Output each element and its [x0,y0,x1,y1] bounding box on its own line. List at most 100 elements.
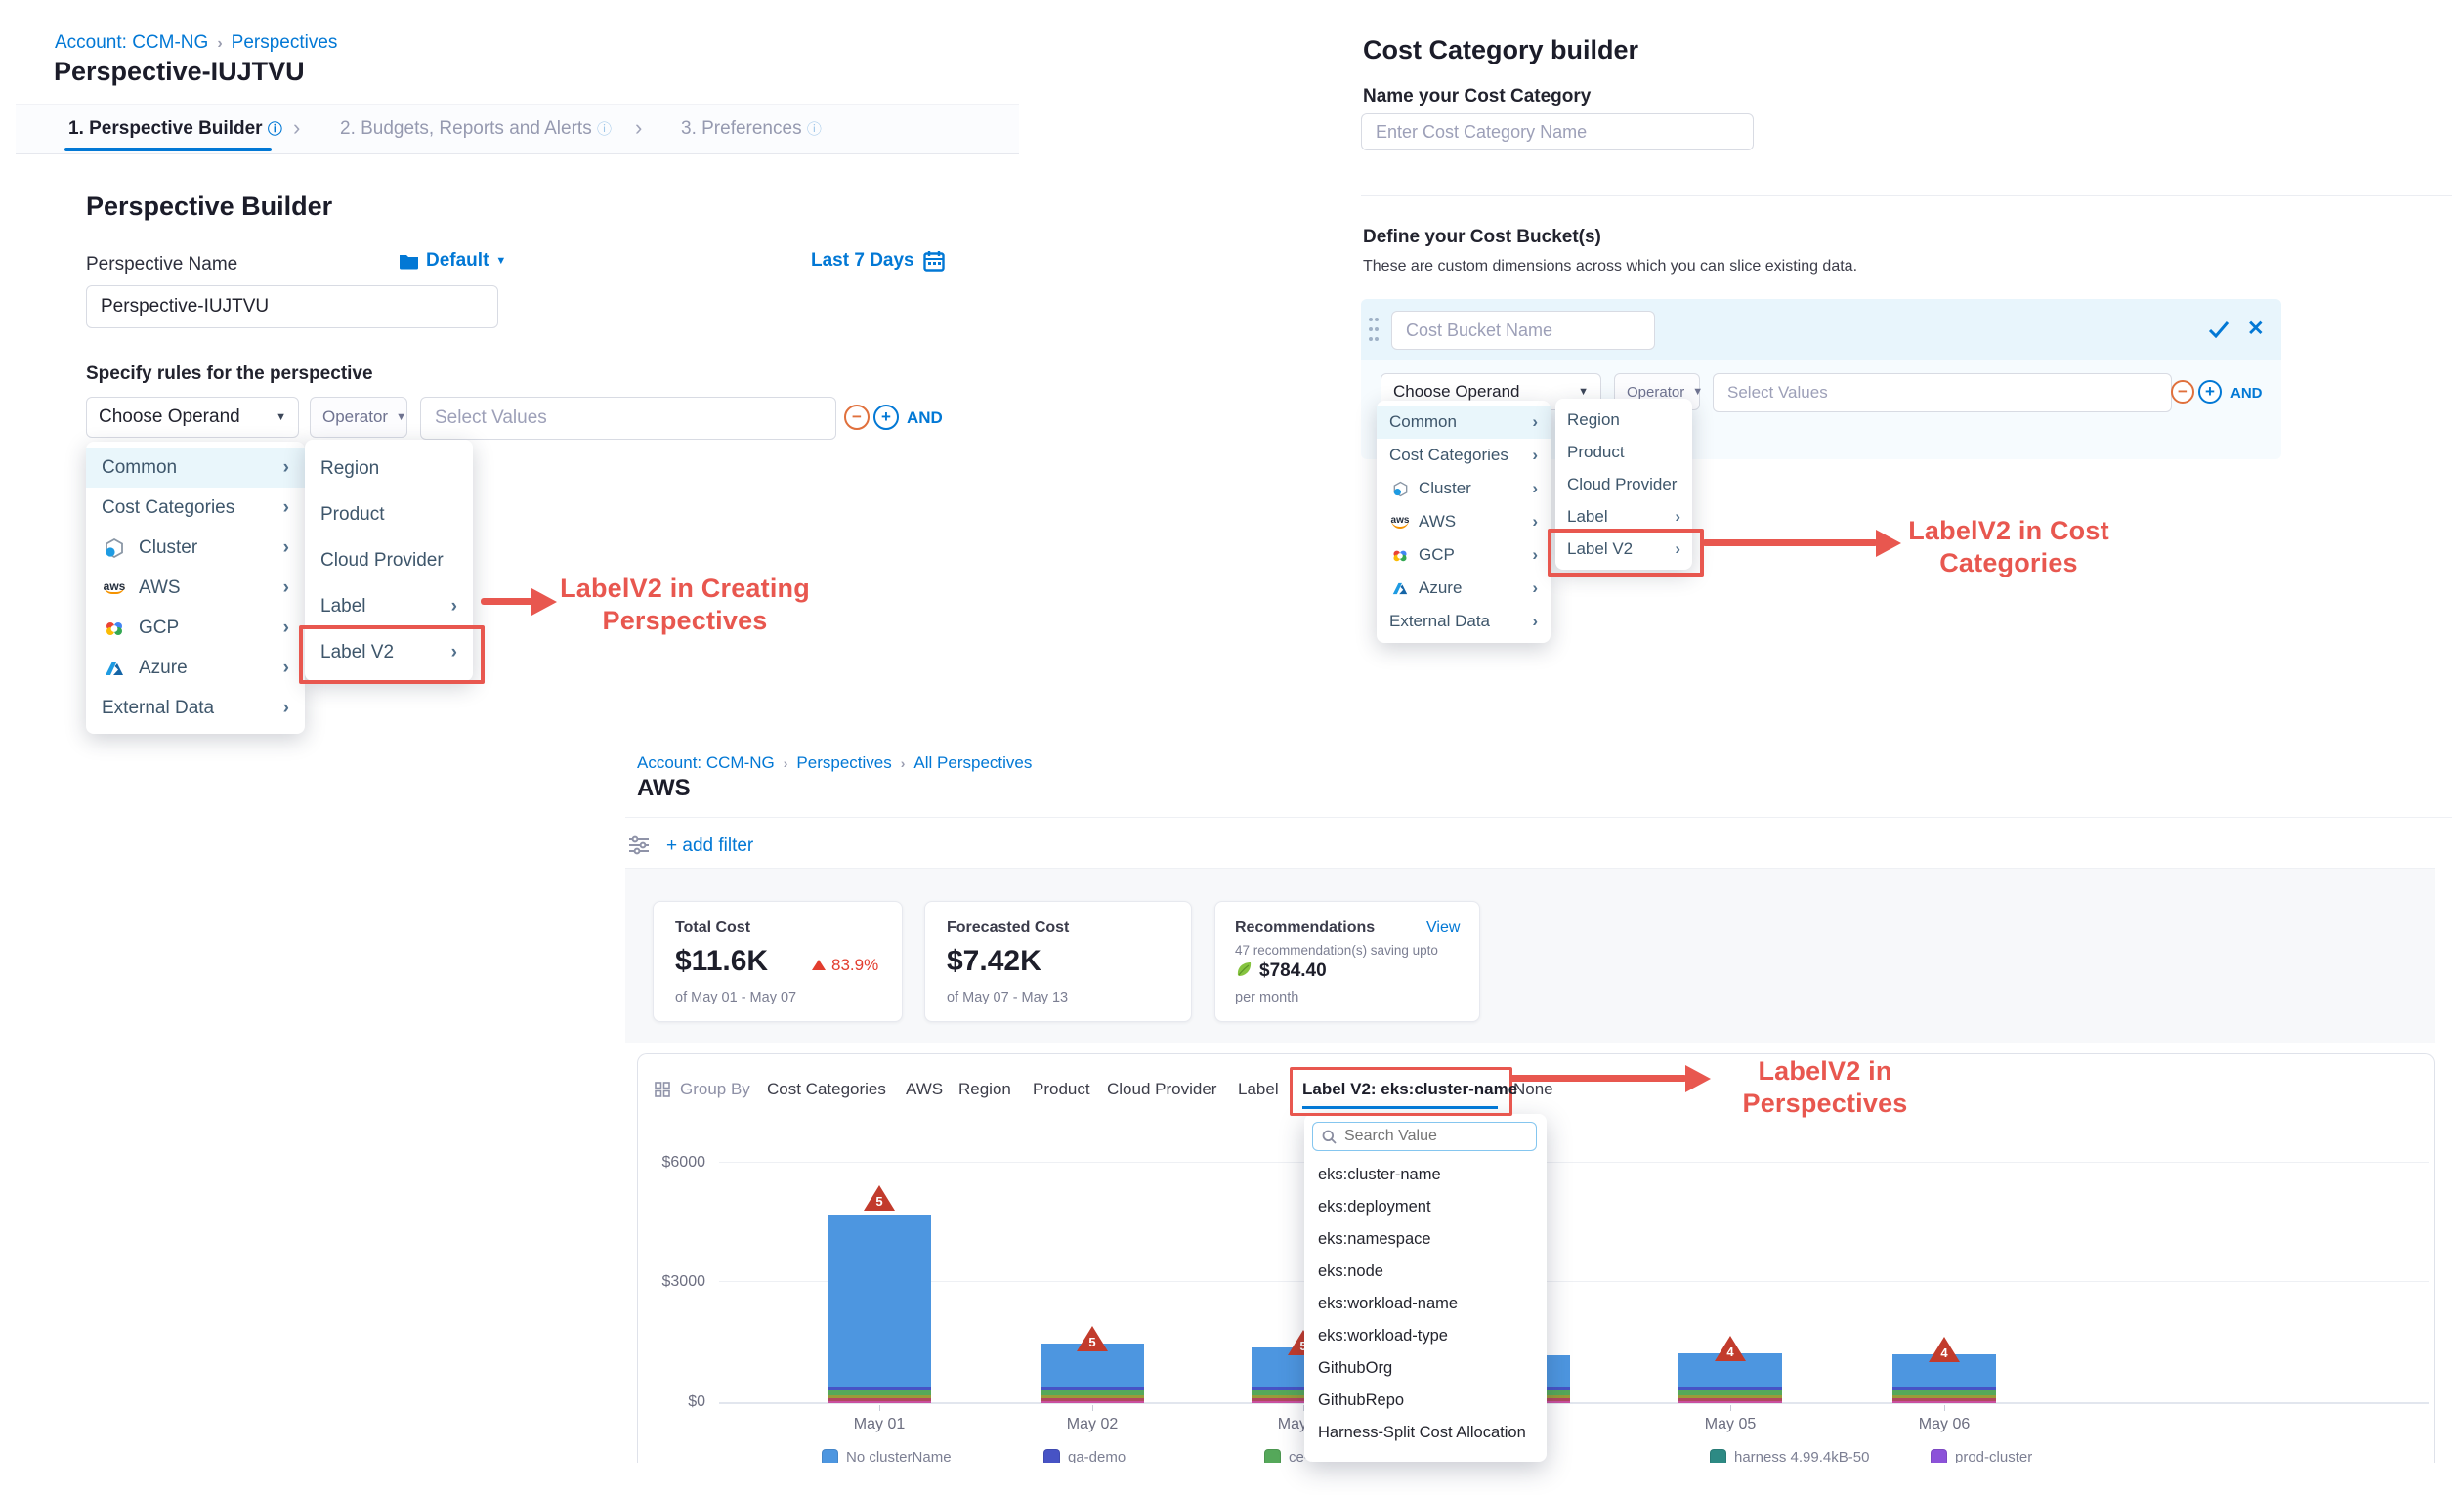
annotation-arrowhead [531,588,557,616]
chevron-right-icon: › [282,697,289,718]
submenu-item-label-v2[interactable]: Label V2 › [320,641,457,662]
confirm-check-icon[interactable] [2208,320,2230,338]
close-icon[interactable]: ✕ [2247,318,2265,340]
perspective-name-input[interactable] [86,285,498,328]
anomaly-badge[interactable]: 4 [1929,1337,1960,1362]
add-rule-button[interactable]: + [873,405,899,430]
breadcrumb-perspectives-link[interactable]: Perspectives [231,32,338,53]
group-by-tab-cloud-provider[interactable]: Cloud Provider [1107,1080,1217,1098]
add-rule-button[interactable]: + [2198,380,2222,404]
anomaly-badge[interactable]: 5 [864,1185,895,1211]
add-filter-button[interactable]: + add filter [666,835,754,856]
info-icon: ⓘ [267,121,282,138]
group-by-tab-none[interactable]: None [1513,1080,1553,1098]
active-tab-underline [64,148,272,151]
folder-selector[interactable]: Default ▼ [399,250,506,272]
option-eks-namespace[interactable]: eks:namespace [1318,1230,1431,1248]
option-eks-deployment[interactable]: eks:deployment [1318,1198,1431,1216]
submenu-item-product[interactable]: Product [1567,442,1625,461]
submenu-item-cloud-provider[interactable]: Cloud Provider [320,549,444,571]
operator-select[interactable]: Operator ▼ [310,397,407,438]
tab-perspective-builder[interactable]: 1. Perspective Builder ⓘ [68,118,282,139]
menu-item-common[interactable]: Common › [1377,406,1551,439]
and-button[interactable]: AND [907,408,943,427]
stack-segment [1041,1395,1144,1398]
stack-segment [1041,1401,1144,1403]
date-range-picker[interactable]: Last 7 Days [811,250,945,272]
menu-item-external-data[interactable]: External Data › [102,697,289,718]
menu-item-gcp[interactable]: GCP › [1377,538,1551,572]
menu-item-aws[interactable]: aws AWS › [103,577,289,598]
cluster-icon [1389,481,1411,497]
anomaly-badge[interactable]: 5 [1077,1326,1108,1351]
menu-item-aws[interactable]: aws AWS › [1390,512,1538,531]
cost-category-name-input[interactable] [1361,113,1754,150]
menu-item-common[interactable]: Common › [86,448,305,488]
menu-item-gcp[interactable]: GCP › [86,608,305,648]
bar-May 05[interactable] [1678,1353,1782,1403]
breadcrumb-account-link[interactable]: Account: CCM-NG [55,32,209,53]
chevron-right-icon: › [450,595,457,617]
group-by-tab-label-v2-selected[interactable]: Label V2: eks:cluster-name [1302,1080,1518,1098]
submenu-item-label-v2[interactable]: Label V2 › [1567,538,1680,558]
group-by-tab-aws[interactable]: AWS [906,1080,944,1098]
menu-item-cost-categories[interactable]: Cost Categories › [102,496,289,518]
menu-item-cluster[interactable]: Cluster › [1377,472,1551,505]
bar-May 02[interactable] [1041,1344,1144,1403]
tab-budgets-reports[interactable]: 2. Budgets, Reports and Alerts ⓘ [340,118,613,139]
choose-operand-select[interactable]: Choose Operand ▼ [86,397,299,438]
menu-item-cluster[interactable]: Cluster › [86,528,305,568]
group-by-tab-product[interactable]: Product [1033,1080,1090,1098]
drag-handle-icon[interactable] [1367,315,1381,344]
submenu-item-label[interactable]: Label › [320,595,457,617]
date-range-label: Last 7 Days [811,250,914,271]
submenu-item-region[interactable]: Region [320,457,380,479]
bar-May 06[interactable] [1892,1354,1996,1403]
search-input[interactable] [1342,1127,1522,1146]
select-values-input[interactable] [420,397,836,440]
stack-segment [1252,1398,1355,1401]
group-by-tab-region[interactable]: Region [958,1080,1011,1098]
folder-selector-label: Default [426,250,489,271]
option-githuborg[interactable]: GithubOrg [1318,1359,1393,1377]
anomaly-badge[interactable]: 4 [1715,1336,1746,1361]
stack-segment [1892,1390,1996,1395]
menu-item-azure[interactable]: Azure › [1377,572,1551,605]
breadcrumb-account-link[interactable]: Account: CCM-NG [637,753,775,772]
submenu-item-label[interactable]: Label › [1567,506,1680,526]
perspective-title: AWS [637,775,691,801]
menu-item-azure[interactable]: Azure › [86,648,305,688]
option-githubrepo[interactable]: GithubRepo [1318,1391,1405,1409]
gridline [719,1162,2429,1163]
cost-bucket-name-input[interactable] [1391,311,1655,350]
search-box[interactable] [1312,1122,1537,1151]
breadcrumb-all-perspectives-link[interactable]: All Perspectives [913,753,1033,772]
chevron-right-icon: › [1532,578,1538,597]
option-harness-split[interactable]: Harness-Split Cost Allocation [1318,1424,1526,1441]
submenu-item-product[interactable]: Product [320,503,385,525]
option-eks-node[interactable]: eks:node [1318,1262,1383,1280]
tab-preferences[interactable]: 3. Preferences ⓘ [681,118,822,139]
filter-icon[interactable] [628,835,650,855]
chevron-right-icon: › [282,456,289,478]
remove-rule-button[interactable]: − [844,405,870,430]
group-by-tab-label[interactable]: Label [1238,1080,1279,1098]
select-values-input[interactable] [1713,373,2172,412]
remove-rule-button[interactable]: − [2171,380,2194,404]
menu-item-cost-categories[interactable]: Cost Categories › [1389,446,1538,464]
option-eks-workload-name[interactable]: eks:workload-name [1318,1295,1459,1312]
breadcrumb-perspectives-link[interactable]: Perspectives [796,753,892,772]
total-cost-card: Total Cost $11.6K 83.9% of May 01 - May … [653,901,903,1022]
option-eks-cluster-name[interactable]: eks:cluster-name [1318,1166,1441,1183]
submenu-item-cloud-provider[interactable]: Cloud Provider [1567,474,1678,493]
stack-segment [828,1395,931,1398]
stack-segment [1041,1387,1144,1390]
submenu-item-region[interactable]: Region [1567,409,1620,429]
bar-May 01[interactable] [828,1215,931,1403]
label-v2-highlight-box [1548,529,1704,577]
menu-item-external-data[interactable]: External Data › [1389,612,1538,630]
and-button[interactable]: AND [2230,385,2263,402]
group-by-tab-cost-categories[interactable]: Cost Categories [767,1080,886,1098]
view-link[interactable]: View [1426,919,1461,936]
option-eks-workload-type[interactable]: eks:workload-type [1318,1327,1448,1345]
